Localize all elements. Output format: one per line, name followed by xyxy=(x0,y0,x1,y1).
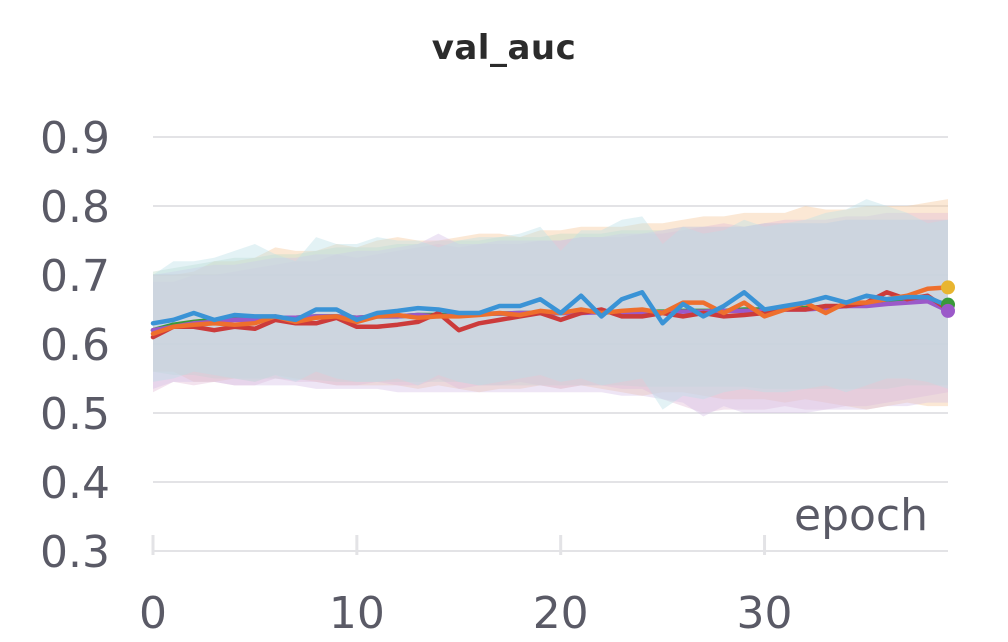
chart-title: val_auc xyxy=(431,28,577,68)
x-tick-label: 0 xyxy=(139,588,167,639)
y-tick-label: 0.5 xyxy=(40,389,110,440)
x-tick-label: 10 xyxy=(329,588,385,639)
x-axis-label: epoch xyxy=(794,490,928,541)
series-line-4 xyxy=(150,290,950,326)
series-end-dot-0 xyxy=(941,280,955,295)
y-tick-label: 0.4 xyxy=(40,458,110,509)
x-tick-label: 30 xyxy=(737,588,793,639)
series-end-dot-3 xyxy=(941,303,955,318)
y-tick-label: 0.3 xyxy=(40,527,110,578)
series-end-markers xyxy=(941,280,955,318)
y-tick-label: 0.7 xyxy=(40,251,110,302)
y-tick-label: 0.6 xyxy=(40,320,110,371)
y-tick-label: 0.8 xyxy=(40,182,110,233)
series-lines xyxy=(150,285,950,340)
axes: 0.3 0.4 0.5 0.6 0.7 0.8 0.9 0 10 20 30 xyxy=(40,113,948,639)
y-tick-label: 0.9 xyxy=(40,113,110,164)
x-tick-label: 20 xyxy=(533,588,589,639)
